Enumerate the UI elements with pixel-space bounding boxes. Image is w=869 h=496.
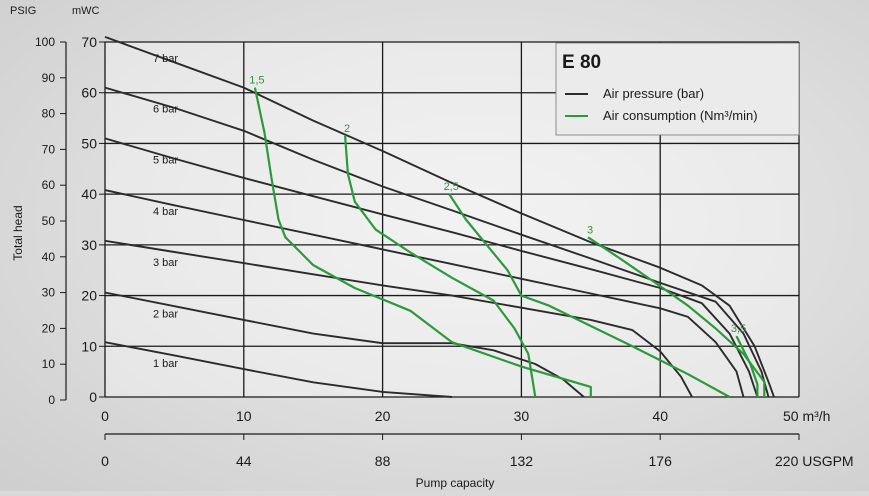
x-primary-tick-label: 40: [652, 408, 668, 424]
y-secondary-unit: PSIG: [10, 5, 36, 17]
x-secondary-tick-label: 132: [510, 453, 534, 469]
pressure-curve-6-bar: [104, 86, 770, 398]
air-consumption-curve-3-5: [735, 335, 759, 397]
y-primary-tick-label: 0: [89, 389, 97, 405]
pressure-label-1-bar: 1 bar: [153, 358, 178, 370]
air-consumption-curve-2-5: [448, 193, 731, 398]
x-secondary-tick-label: 88: [375, 453, 391, 469]
x-secondary-tick-label: 176: [649, 453, 673, 469]
pressure-curve-2-bar: [104, 291, 585, 398]
x-primary-tick-label: 0: [101, 408, 109, 424]
air-label-3-5: 3,5: [731, 323, 746, 335]
y-secondary-tick-label: 100: [35, 35, 55, 49]
y-secondary-tick-label: 20: [42, 321, 56, 335]
y-secondary-tick-label: 30: [42, 286, 56, 300]
air-label-2-5: 2,5: [444, 181, 459, 193]
x-secondary-tick-label: 44: [236, 453, 252, 469]
air-consumption-curve-3: [587, 236, 766, 397]
air-label-2: 2: [344, 123, 350, 135]
pressure-label-3-bar: 3 bar: [153, 257, 178, 269]
air-label-1-5: 1,5: [249, 75, 264, 87]
legend: E 80 Air pressure (bar) Air consumption …: [555, 42, 800, 136]
y-secondary-tick-label: 70: [42, 142, 56, 156]
pressure-curve-3-bar: [104, 239, 693, 398]
y-secondary-tick-label: 90: [42, 71, 56, 85]
y-primary-unit: mWC: [72, 5, 100, 17]
pressure-curve-1-bar: [104, 341, 453, 398]
air-consumption-curve-1-5: [253, 87, 592, 397]
series-layer: [104, 36, 775, 398]
y-primary-tick-label: 30: [81, 237, 97, 253]
air-consumption-curve-2: [344, 135, 537, 398]
x-primary-tick-label: 10: [236, 408, 252, 424]
labels-layer: 1 bar 2 bar 3 bar 4 bar 5 bar 6 bar 7 bar 1,5 2 2…: [153, 53, 746, 370]
pressure-curve-5-bar: [104, 137, 759, 398]
y-secondary-tick-label: 60: [42, 178, 56, 192]
y-primary-tick-label: 10: [81, 338, 97, 354]
y-primary-tick-label: 70: [81, 34, 97, 50]
legend-box: [555, 42, 800, 136]
pressure-label-2-bar: 2 bar: [153, 309, 178, 321]
chart-title: E 80: [562, 52, 601, 73]
x-axis-title: Pump capacity: [416, 476, 495, 490]
y-secondary-tick-label: 10: [42, 357, 56, 371]
x-secondary-tick-label: 220 USGPM: [775, 453, 854, 469]
y-secondary-tick-label: 80: [42, 107, 56, 121]
y-axis-title: Total head: [11, 205, 25, 260]
y-secondary-tick-label: 50: [42, 214, 56, 228]
x-secondary-tick-label: 0: [101, 453, 109, 469]
x-primary-tick-label: 30: [514, 408, 530, 424]
y-secondary-tick-label: 40: [42, 250, 56, 264]
pressure-label-7-bar: 7 bar: [153, 53, 178, 65]
x-primary-tick-label: 20: [375, 408, 391, 424]
legend-air-label: Air consumption (Nm³/min): [603, 108, 758, 123]
y-primary-tick-label: 40: [81, 186, 97, 202]
pressure-label-6-bar: 6 bar: [153, 104, 178, 116]
y-primary-tick-label: 20: [81, 288, 97, 304]
pressure-curve-4-bar: [104, 189, 745, 398]
y-primary-tick-label: 60: [81, 85, 97, 101]
pressure-label-4-bar: 4 bar: [153, 206, 178, 218]
x-primary-tick-label: 50 m³/h: [783, 408, 830, 424]
legend-pressure-label: Air pressure (bar): [603, 86, 704, 101]
y-secondary-tick-label: 0: [48, 393, 55, 407]
pressure-label-5-bar: 5 bar: [153, 154, 178, 166]
air-label-3: 3: [587, 224, 593, 236]
y-primary-tick-label: 50: [81, 135, 97, 151]
